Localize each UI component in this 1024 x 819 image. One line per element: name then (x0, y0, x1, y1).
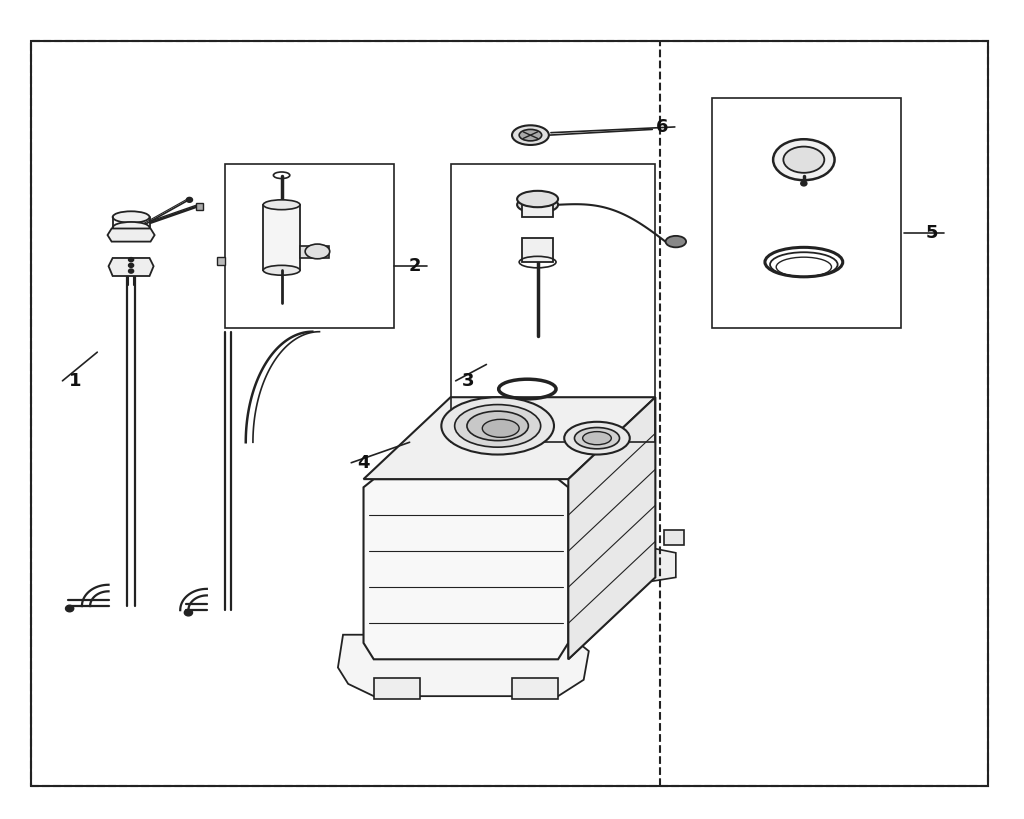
Ellipse shape (113, 222, 150, 233)
Polygon shape (108, 229, 155, 242)
Text: 4: 4 (357, 454, 370, 472)
Ellipse shape (517, 197, 558, 213)
Ellipse shape (519, 129, 542, 141)
Bar (522, 199, 553, 217)
Bar (374, 678, 420, 699)
Bar (451, 164, 655, 442)
Bar (196, 203, 203, 210)
Ellipse shape (583, 432, 611, 445)
Ellipse shape (666, 236, 686, 247)
Polygon shape (568, 397, 655, 659)
Polygon shape (568, 549, 676, 659)
Ellipse shape (263, 265, 300, 275)
Bar (225, 164, 394, 328)
Ellipse shape (512, 125, 549, 145)
Text: 3: 3 (462, 372, 474, 390)
Bar (263, 205, 300, 270)
Polygon shape (364, 397, 655, 479)
Text: 6: 6 (656, 118, 669, 136)
Text: 2: 2 (409, 257, 421, 275)
Bar (664, 530, 684, 545)
Bar (300, 246, 329, 258)
Polygon shape (338, 635, 589, 696)
Circle shape (801, 181, 807, 186)
Ellipse shape (783, 147, 824, 173)
Circle shape (129, 257, 133, 262)
Text: 5: 5 (926, 224, 938, 242)
Ellipse shape (482, 419, 519, 437)
Ellipse shape (305, 244, 330, 259)
Bar (522, 238, 553, 262)
Ellipse shape (113, 211, 150, 223)
Ellipse shape (517, 191, 558, 207)
Circle shape (129, 264, 133, 268)
Circle shape (186, 197, 193, 202)
Ellipse shape (441, 397, 554, 455)
Ellipse shape (263, 200, 300, 210)
Text: 1: 1 (69, 372, 81, 390)
Circle shape (184, 609, 193, 616)
Circle shape (66, 605, 74, 612)
Bar (512, 678, 558, 699)
Ellipse shape (574, 428, 620, 449)
Polygon shape (109, 258, 154, 276)
Ellipse shape (467, 411, 528, 441)
Ellipse shape (773, 139, 835, 180)
Ellipse shape (564, 422, 630, 455)
Ellipse shape (455, 405, 541, 447)
Circle shape (129, 269, 133, 274)
Polygon shape (364, 479, 568, 659)
Bar (217, 257, 225, 265)
Bar (712, 98, 901, 328)
